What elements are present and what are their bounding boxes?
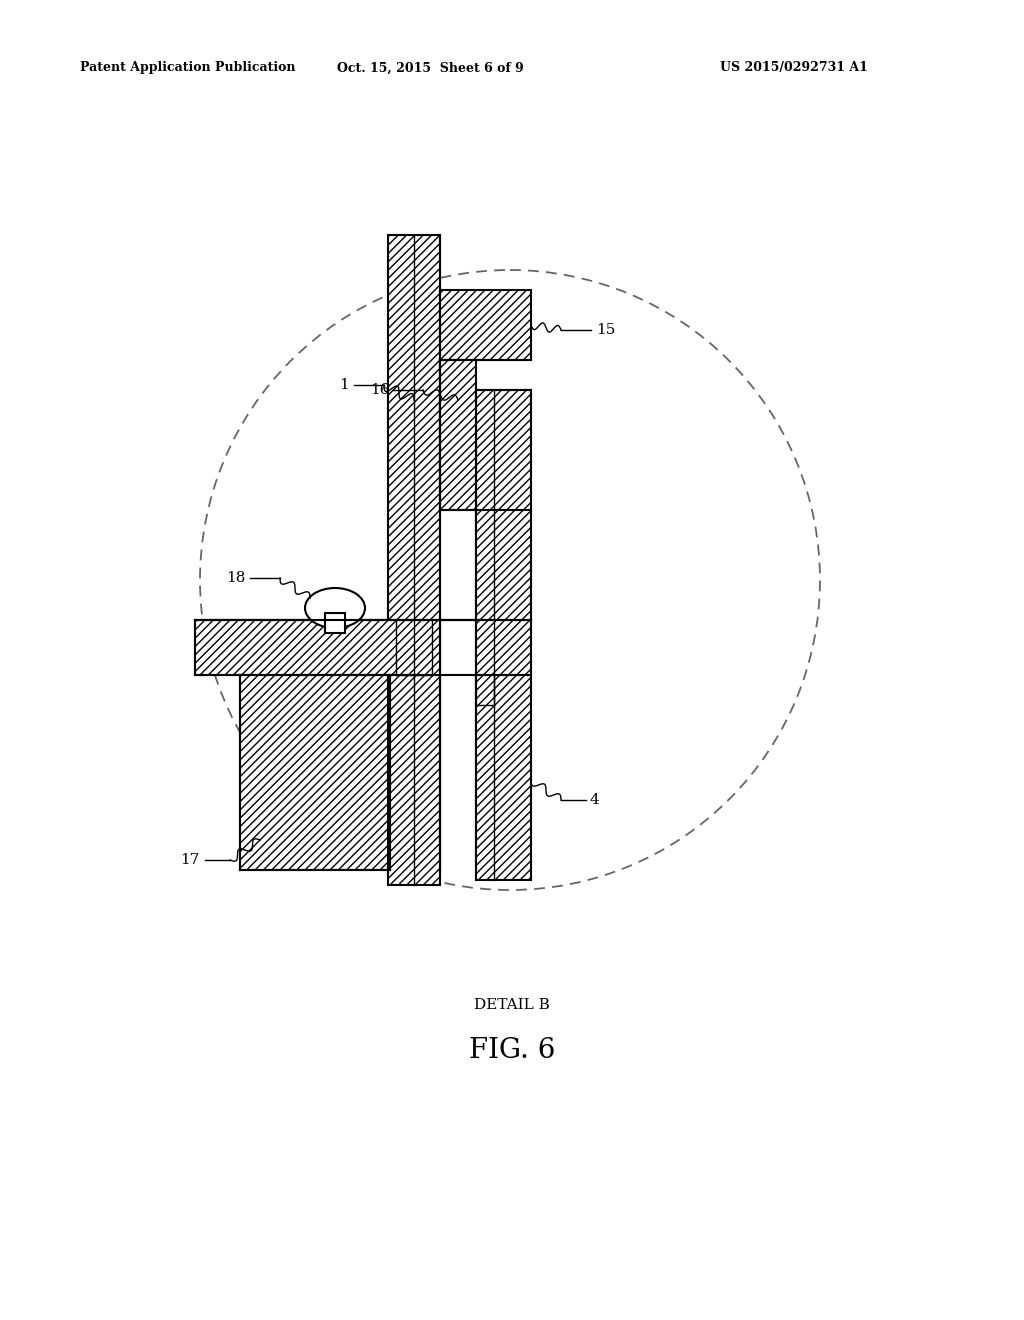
Bar — [195, 620, 440, 675]
Text: 18: 18 — [225, 572, 245, 585]
Text: Patent Application Publication: Patent Application Publication — [80, 62, 296, 74]
Bar — [440, 290, 531, 360]
Bar — [325, 612, 345, 634]
Bar — [440, 360, 476, 510]
Text: US 2015/0292731 A1: US 2015/0292731 A1 — [720, 62, 868, 74]
Bar — [476, 389, 531, 880]
Bar — [240, 675, 390, 870]
Text: 4: 4 — [589, 793, 599, 807]
Text: DETAIL B: DETAIL B — [474, 998, 550, 1012]
Bar — [240, 675, 390, 870]
Bar — [440, 360, 476, 510]
Text: 17: 17 — [180, 853, 200, 867]
Bar — [388, 235, 440, 884]
Text: Oct. 15, 2015  Sheet 6 of 9: Oct. 15, 2015 Sheet 6 of 9 — [337, 62, 523, 74]
Bar — [476, 389, 531, 880]
Bar — [388, 235, 440, 884]
Text: 15: 15 — [596, 323, 615, 337]
Bar — [440, 290, 531, 360]
Ellipse shape — [305, 587, 365, 628]
Text: 1: 1 — [339, 378, 349, 392]
Text: FIG. 6: FIG. 6 — [469, 1036, 555, 1064]
Bar — [195, 620, 440, 675]
Text: 16: 16 — [371, 383, 390, 397]
